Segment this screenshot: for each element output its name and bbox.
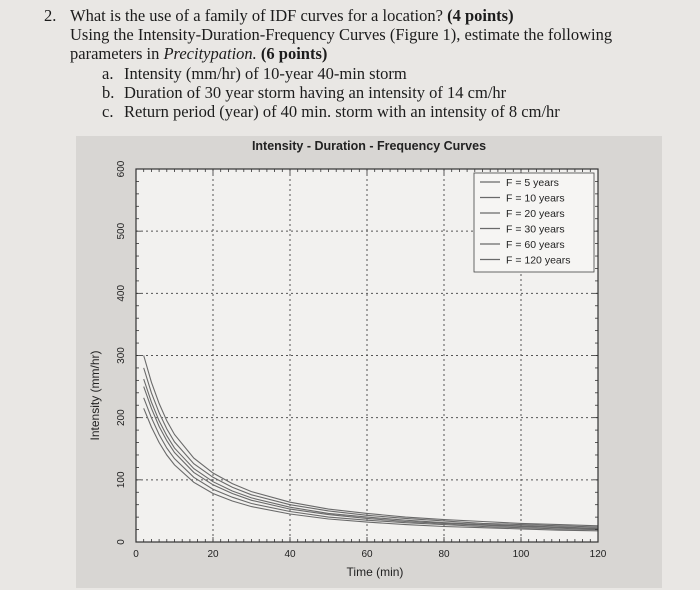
question-line-3: parameters in Precitypation. (6 points) — [70, 44, 327, 63]
legend-box — [473, 172, 595, 273]
y-tick-label: 0 — [116, 539, 127, 545]
y-tick-label: 200 — [116, 409, 127, 426]
y-tick-label: 100 — [116, 471, 127, 488]
x-tick-label: 100 — [513, 549, 530, 560]
idf-curve-3 — [143, 386, 599, 530]
legend-entry: F = 30 years — [506, 224, 565, 236]
question-item-c-label: c. — [102, 102, 114, 121]
question-line-3-italic: Precitypation. — [163, 44, 257, 63]
x-tick-label: 60 — [361, 549, 373, 560]
chart-title: Intensity - Duration - Frequency Curves — [251, 139, 487, 153]
idf-curve-4 — [143, 378, 599, 529]
x-tick-label: 120 — [590, 549, 607, 560]
legend-entry: F = 10 years — [506, 193, 565, 205]
question-item-b-text: Duration of 30 year storm having an inte… — [124, 83, 507, 102]
idf-curve-2 — [143, 397, 599, 531]
x-tick-label: 0 — [133, 549, 139, 560]
question-item-a-label: a. — [102, 64, 114, 83]
question-item-a: a. Intensity (mm/hr) of 10-year 40-min st… — [102, 64, 407, 83]
question-line-1-text: What is the use of a family of IDF curve… — [70, 6, 443, 25]
idf-curve-5 — [143, 367, 599, 528]
idf-curve-1 — [143, 408, 599, 532]
x-tick-label: 40 — [284, 549, 296, 560]
y-tick-label: 500 — [116, 222, 127, 239]
y-tick-label: 600 — [116, 160, 127, 177]
question-item-c: c. Return period (year) of 40 min. storm … — [102, 102, 560, 121]
idf-chart: 0 20 40 60 80 100 120 0 100 200 300 400 500 600 Time (… — [88, 160, 607, 579]
question-item-b: b. Duration of 30 year storm having an in… — [102, 83, 506, 102]
question-line-1-points: (4 points) — [447, 6, 514, 25]
x-axis-label: Time (min) — [347, 565, 404, 579]
question-line-3-text: parameters in — [70, 44, 160, 63]
idf-figure: Intensity - Duration - Frequency Curves … — [76, 136, 662, 588]
y-tick-label: 400 — [116, 285, 127, 302]
question-item-c-text: Return period (year) of 40 min. storm wi… — [124, 102, 560, 121]
question-item-b-label: b. — [102, 83, 115, 102]
question-item-a-text: Intensity (mm/hr) of 10-year 40-min stor… — [124, 64, 407, 83]
question-number: 2. — [44, 6, 57, 25]
legend-entry: F = 60 years — [506, 239, 565, 251]
question-line-1: What is the use of a family of IDF curve… — [70, 6, 514, 25]
legend-entry: F = 5 years — [506, 177, 559, 189]
y-axis-label: Intensity (mm/hr) — [88, 350, 102, 440]
x-tick-label: 80 — [438, 549, 450, 560]
question-line-2: Using the Intensity-Duration-Frequency C… — [70, 25, 613, 44]
y-tick-label: 300 — [116, 347, 127, 364]
legend-entry: F = 120 years — [506, 255, 571, 267]
legend-entry: F = 20 years — [506, 208, 565, 220]
idf-curve-6 — [143, 355, 599, 527]
question-line-3-points: (6 points) — [260, 44, 328, 63]
x-tick-label: 20 — [207, 549, 219, 560]
